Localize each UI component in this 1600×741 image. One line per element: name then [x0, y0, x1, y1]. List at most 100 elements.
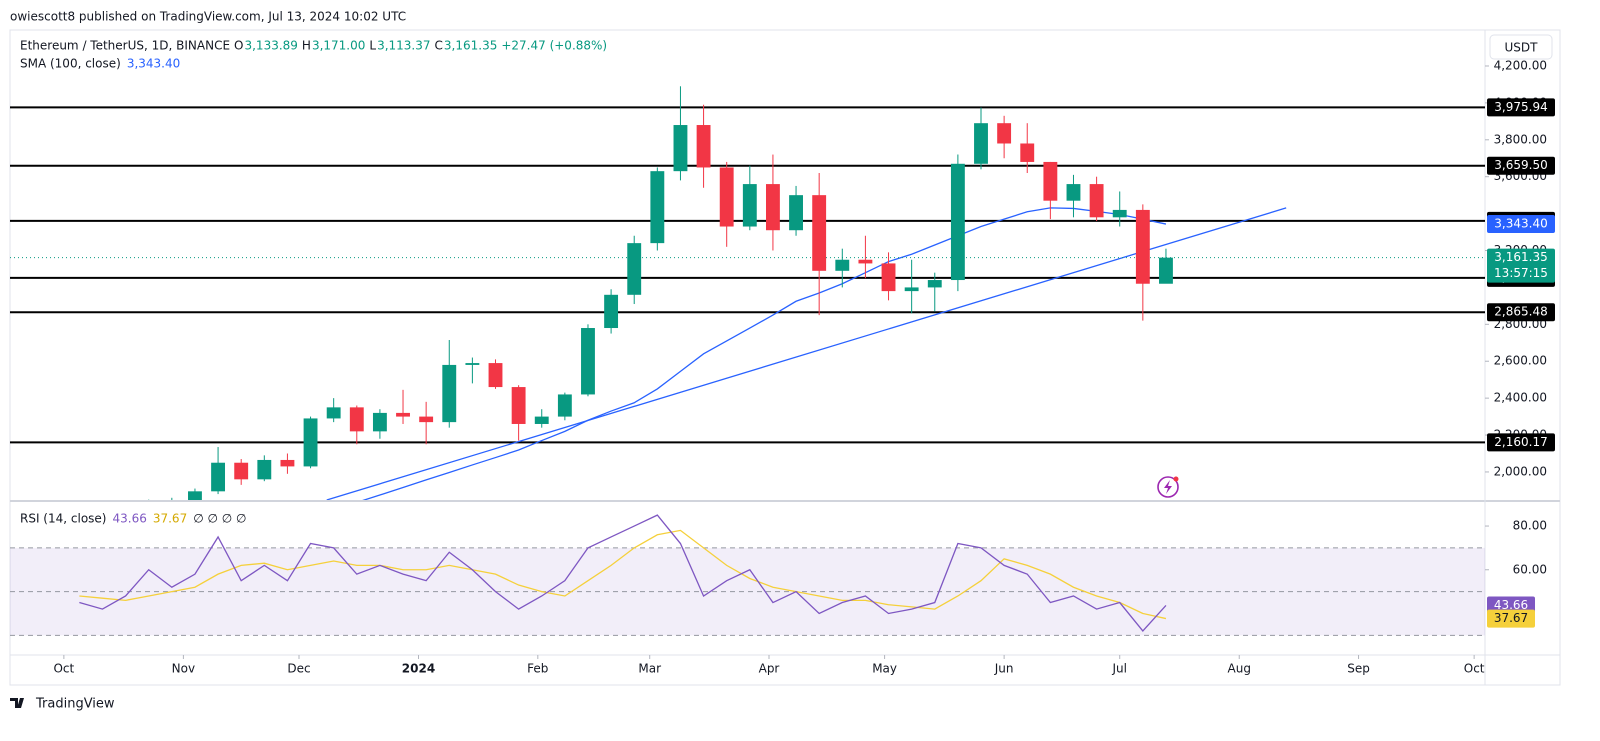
candle-body — [997, 123, 1012, 144]
candle-body — [904, 287, 919, 292]
candle-body — [650, 171, 665, 244]
level-badge-label: 3,659.50 — [1494, 158, 1547, 172]
candle-body — [396, 412, 410, 417]
level-badge — [1487, 156, 1555, 175]
x-tick-label: 2024 — [402, 662, 435, 676]
ohlc-value: 3,171.00 — [312, 39, 365, 53]
sma-name: SMA (100, close) — [20, 57, 121, 71]
rsi-badge-label: 43.66 — [1494, 598, 1528, 612]
x-tick-label: Oct — [1464, 662, 1485, 676]
rsi-name: RSI (14, close) — [20, 512, 106, 526]
candle-body — [950, 163, 965, 281]
rsi-badge — [1487, 609, 1535, 628]
candle-body — [835, 259, 850, 271]
y-tick-label: 4,200.00 — [1494, 58, 1547, 72]
tv-logo — [10, 698, 24, 708]
x-tick-label: Dec — [287, 662, 310, 676]
candle-body — [581, 328, 595, 395]
rsi-line — [79, 529, 1167, 620]
price-pane — [10, 86, 1485, 500]
ohlc-name: H — [302, 39, 311, 53]
candle-body — [372, 412, 387, 432]
frame — [9, 29, 1561, 686]
candle-body — [303, 418, 318, 467]
sma-value: 3,343.40 — [127, 57, 180, 71]
candle-body — [673, 125, 688, 172]
x-tick-label: Aug — [1228, 662, 1251, 676]
candle-body — [557, 394, 572, 417]
x-tick-label: Oct — [53, 662, 74, 676]
level-badge-label: 3,975.94 — [1494, 100, 1547, 114]
level-badge — [1487, 98, 1555, 117]
countdown: 13:57:15 — [1494, 266, 1548, 280]
y-tick-label: 3,800.00 — [1494, 132, 1547, 146]
candle-body — [742, 184, 757, 227]
ohlc-name: L — [369, 39, 376, 53]
candle-body — [1020, 143, 1035, 162]
candle-body — [326, 407, 341, 419]
candle-body — [1159, 257, 1173, 284]
candle-body — [812, 195, 827, 271]
header: owiescott8 published on TradingView.com,… — [10, 10, 406, 24]
sma-badge — [1487, 215, 1555, 234]
rsi-extra: ∅ ∅ ∅ ∅ — [193, 512, 246, 526]
level-badge-label: 2,865.48 — [1494, 305, 1547, 319]
y-tick-label: 2,400.00 — [1494, 391, 1547, 405]
candle-body — [442, 364, 457, 423]
x-tick-label: Nov — [172, 662, 195, 676]
x-tick-label: Feb — [527, 662, 548, 676]
candle-body — [789, 195, 803, 231]
candle-body — [511, 387, 526, 424]
currency-button[interactable] — [1489, 34, 1553, 60]
level-badge — [1487, 433, 1555, 452]
candle-body — [604, 294, 619, 329]
x-tick-label: May — [872, 662, 897, 676]
rsi-value: 43.66 — [112, 512, 146, 526]
level-badge — [1487, 303, 1555, 322]
rsi-badge-label: 37.67 — [1494, 611, 1528, 625]
ohlc-name: O — [234, 39, 243, 53]
y-tick-label: 2,000.00 — [1494, 464, 1547, 478]
candle-body — [280, 459, 295, 467]
ohlc-name: C — [435, 39, 443, 53]
ohlc-value: 3,133.89 — [244, 39, 297, 53]
candle-body — [974, 123, 988, 164]
candle-body — [1066, 184, 1081, 201]
candle-body — [534, 416, 549, 424]
candle-body — [927, 280, 942, 288]
candle-body — [1112, 209, 1127, 218]
candle-body — [257, 459, 272, 480]
ohlc-value: 3,113.37 — [377, 39, 430, 53]
candle-body — [1135, 209, 1150, 284]
ohlc-value: 3,161.35 — [444, 39, 497, 53]
candle-body — [234, 462, 249, 480]
candle-body — [858, 259, 873, 264]
currency[interactable]: USDT — [1505, 41, 1539, 55]
x-tick-label: Jun — [994, 662, 1014, 676]
x-tick-label: Jul — [1111, 662, 1126, 676]
lightning-icon[interactable] — [1157, 476, 1179, 498]
candle-body — [696, 125, 711, 168]
candle-body — [765, 184, 780, 231]
rsi-ma-value: 37.67 — [153, 512, 187, 526]
change: +27.47 (+0.88%) — [501, 39, 607, 53]
sma-badge-label: 3,343.40 — [1494, 217, 1547, 231]
rsi-line — [79, 514, 1167, 632]
candle-body — [188, 491, 202, 500]
candle-body — [627, 243, 642, 295]
candle-body — [1089, 184, 1104, 218]
x-tick-label: Sep — [1347, 662, 1370, 676]
price-badge — [1487, 248, 1555, 283]
x-tick-label: Apr — [759, 662, 780, 676]
trendline — [326, 207, 1287, 500]
candle-body — [349, 407, 364, 432]
candle-body — [719, 167, 734, 227]
candle-body — [211, 462, 226, 492]
sma-line — [362, 207, 1167, 500]
y-tick-label: 2,600.00 — [1494, 354, 1547, 368]
candle-body — [881, 263, 896, 292]
candle-body — [465, 363, 480, 365]
